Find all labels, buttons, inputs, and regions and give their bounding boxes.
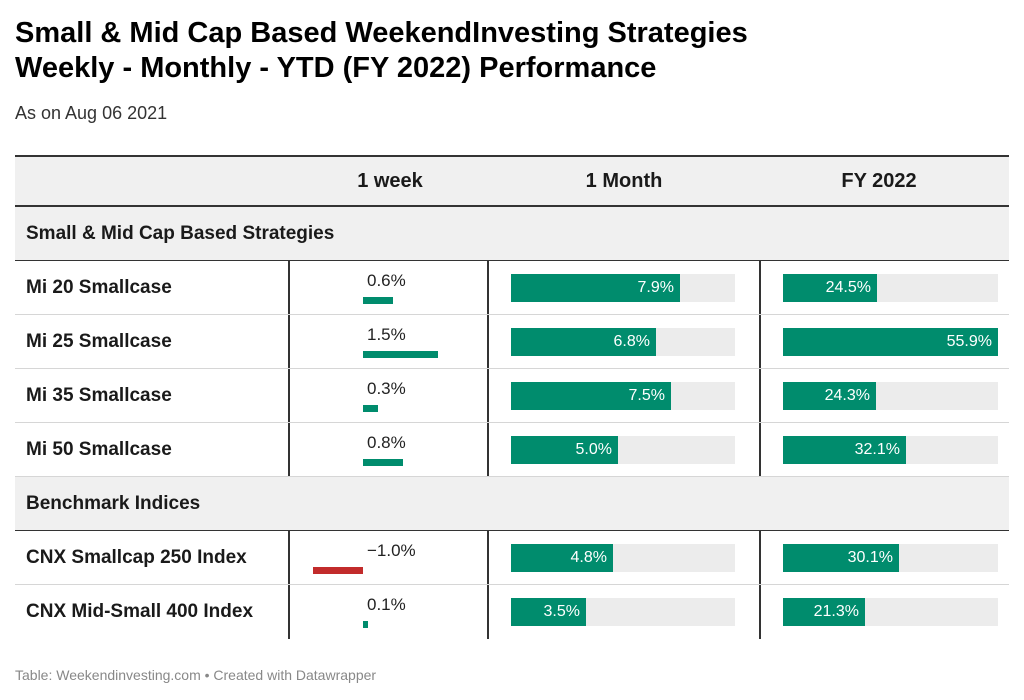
month-bar-track: 3.5%: [511, 598, 735, 626]
month-value-label: 6.8%: [613, 333, 650, 350]
table-row: Mi 25 Smallcase 1.5% 6.8% 55.9%: [15, 315, 1009, 369]
column-divider: [487, 315, 489, 368]
column-header-month: 1 Month: [585, 170, 663, 192]
week-value-label: 0.6%: [367, 271, 406, 290]
column-divider: [487, 585, 489, 639]
group-label: Benchmark Indices: [26, 493, 201, 514]
month-bar-track: 7.9%: [511, 274, 735, 302]
group-label: Small & Mid Cap Based Strategies: [26, 223, 335, 244]
week-value-label: 0.1%: [367, 595, 406, 614]
column-divider: [288, 315, 290, 368]
week-bar: [363, 405, 378, 412]
month-value-label: 4.8%: [570, 549, 607, 566]
row-name: Mi 35 Smallcase: [26, 385, 172, 406]
fy-value-label: 30.1%: [847, 549, 893, 566]
week-value-label: 0.8%: [367, 433, 406, 452]
row-name: CNX Mid-Small 400 Index: [26, 601, 254, 622]
week-bar: [363, 459, 403, 466]
table-row: CNX Smallcap 250 Index −1.0% 4.8% 30.1%: [15, 531, 1009, 585]
title-line-2: Weekly - Monthly - YTD (FY 2022) Perform…: [15, 52, 657, 84]
month-bar: [511, 436, 618, 464]
fy-bar: [783, 544, 899, 572]
column-divider: [288, 261, 290, 314]
week-bar: [363, 351, 438, 358]
fy-bar-track: 30.1%: [783, 544, 998, 572]
fy-value-label: 24.5%: [825, 279, 871, 296]
row-name: Mi 25 Smallcase: [26, 331, 172, 352]
month-bar-track: 5.0%: [511, 436, 735, 464]
table-row: CNX Mid-Small 400 Index 0.1% 3.5% 21.3%: [15, 585, 1009, 639]
performance-table: 1 week 1 Month FY 2022 Small & Mid Cap B…: [15, 155, 1009, 639]
group-header-row: Small & Mid Cap Based Strategies: [15, 207, 1009, 261]
week-bar: [363, 621, 368, 628]
fy-value-label: 32.1%: [854, 441, 900, 458]
chart-subtitle: As on Aug 06 2021: [15, 103, 168, 123]
column-header-week: 1 week: [357, 170, 423, 192]
week-bar: [313, 567, 363, 574]
table-body: Small & Mid Cap Based Strategies Mi 20 Sm…: [15, 207, 1009, 639]
fy-bar-track: 24.5%: [783, 274, 998, 302]
group-header-row: Benchmark Indices: [15, 477, 1009, 531]
column-divider: [288, 585, 290, 639]
month-value-label: 7.9%: [637, 279, 674, 296]
month-bar: [511, 274, 680, 302]
row-name: CNX Smallcap 250 Index: [26, 547, 247, 568]
column-divider: [487, 423, 489, 476]
month-value-label: 7.5%: [628, 387, 665, 404]
week-value-label: 1.5%: [367, 325, 406, 344]
footer-credit: Table: Weekendinvesting.com • Created wi…: [15, 667, 377, 683]
fy-bar-track: 32.1%: [783, 436, 998, 464]
title-line-1: Small & Mid Cap Based WeekendInvesting S…: [15, 17, 748, 49]
column-divider: [759, 369, 761, 422]
month-bar: [511, 328, 656, 356]
column-divider: [759, 423, 761, 476]
month-bar: [511, 382, 671, 410]
column-divider: [288, 423, 290, 476]
row-name: Mi 20 Smallcase: [26, 277, 172, 298]
week-value-label: −1.0%: [367, 541, 416, 560]
month-bar: [511, 544, 613, 572]
month-bar-track: 6.8%: [511, 328, 735, 356]
week-bar: [363, 297, 393, 304]
column-divider: [487, 369, 489, 422]
column-divider: [288, 369, 290, 422]
fy-value-label: 24.3%: [824, 387, 870, 404]
fy-bar-track: 55.9%: [783, 328, 998, 356]
column-divider: [759, 585, 761, 639]
fy-bar: [783, 436, 906, 464]
column-divider: [759, 261, 761, 314]
column-divider: [487, 531, 489, 584]
column-divider: [487, 261, 489, 314]
week-value-label: 0.3%: [367, 379, 406, 398]
month-bar-track: 7.5%: [511, 382, 735, 410]
fy-bar: [783, 274, 877, 302]
column-divider: [759, 315, 761, 368]
fy-bar-track: 24.3%: [783, 382, 998, 410]
row-name: Mi 50 Smallcase: [26, 439, 172, 460]
month-value-label: 5.0%: [575, 441, 612, 458]
fy-value-label: 55.9%: [946, 333, 992, 350]
fy-bar: [783, 382, 876, 410]
table-row: Mi 50 Smallcase 0.8% 5.0% 32.1%: [15, 423, 1009, 477]
month-bar-track: 4.8%: [511, 544, 735, 572]
column-divider: [759, 531, 761, 584]
fy-bar-track: 21.3%: [783, 598, 998, 626]
table-row: Mi 20 Smallcase 0.6% 7.9% 24.5%: [15, 261, 1009, 315]
table-row: Mi 35 Smallcase 0.3% 7.5% 24.3%: [15, 369, 1009, 423]
column-header-fy: FY 2022: [841, 170, 917, 192]
fy-bar: [783, 598, 865, 626]
table-header: 1 week 1 Month FY 2022: [15, 155, 1009, 207]
month-bar: [511, 598, 586, 626]
column-divider: [288, 531, 290, 584]
fy-bar: [783, 328, 998, 356]
month-value-label: 3.5%: [543, 603, 580, 620]
fy-value-label: 21.3%: [813, 603, 859, 620]
chart-title: Small & Mid Cap Based WeekendInvesting S…: [15, 16, 748, 86]
